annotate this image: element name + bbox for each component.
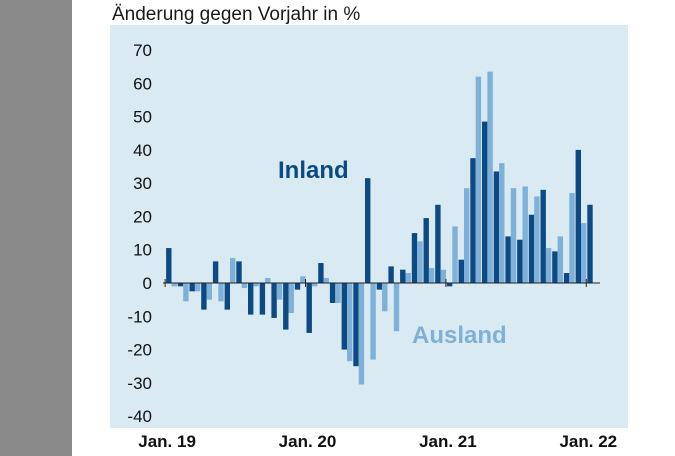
bar-inland	[482, 122, 487, 283]
y-tick-label: -30	[127, 374, 152, 393]
bar-inland	[365, 178, 370, 283]
bar-ausland	[464, 188, 469, 283]
bar-inland	[190, 283, 195, 291]
bar-ausland	[300, 276, 305, 283]
bar-inland	[225, 283, 230, 310]
series-label-ausland: Ausland	[412, 322, 507, 349]
bar-inland	[260, 283, 265, 315]
bar-inland	[564, 273, 569, 283]
bar-inland	[517, 240, 522, 283]
bar-ausland	[230, 258, 235, 283]
bar-inland	[459, 260, 464, 283]
bar-inland	[271, 283, 276, 318]
y-tick-label: 0	[143, 274, 152, 293]
bar-inland	[412, 233, 417, 283]
bar-inland	[166, 248, 171, 283]
x-tick-label: Jan. 19	[138, 432, 196, 451]
bar-ausland	[546, 248, 551, 283]
bar-inland	[330, 283, 335, 303]
bar-inland	[505, 236, 510, 283]
y-tick-label: 10	[133, 241, 152, 260]
bar-ausland	[183, 283, 188, 301]
bar-ausland	[441, 270, 446, 283]
bar-ausland	[265, 278, 270, 283]
bar-inland	[236, 261, 241, 283]
bar-inland	[295, 283, 300, 290]
bar-ausland	[487, 72, 492, 283]
bar-inland	[400, 270, 405, 283]
bar-inland	[353, 283, 358, 366]
bar-inland	[213, 261, 218, 283]
bar-ausland	[335, 283, 340, 303]
y-tick-label: 50	[133, 108, 152, 127]
bar-ausland	[581, 223, 586, 283]
bar-inland	[248, 283, 253, 315]
bar-ausland	[218, 283, 223, 301]
x-tick-label: Jan. 22	[559, 432, 617, 451]
bar-chart: 70 60 50 40 30 20 10 0 -10 -20 -30 -40 Jan. 19 Jan. 2…	[0, 0, 675, 456]
bar-inland	[541, 190, 546, 283]
bar-ausland	[324, 278, 329, 283]
y-tick-label: 60	[133, 74, 152, 93]
series-label-inland: Inland	[278, 157, 349, 184]
bar-ausland	[523, 186, 528, 283]
y-tick-label: 20	[133, 207, 152, 226]
bar-inland	[283, 283, 288, 330]
y-tick-label: 30	[133, 174, 152, 193]
bar-ausland	[417, 241, 422, 283]
bar-inland	[307, 283, 312, 333]
bar-ausland	[476, 77, 481, 283]
bar-inland	[201, 283, 206, 310]
bar-inland	[529, 215, 534, 283]
bar-inland	[318, 263, 323, 283]
bar-ausland	[569, 193, 574, 283]
bar-ausland	[394, 283, 399, 331]
bar-inland	[435, 205, 440, 283]
bar-ausland	[429, 268, 434, 283]
bar-ausland	[558, 236, 563, 283]
bar-ausland	[534, 196, 539, 283]
bar-inland	[388, 266, 393, 283]
bar-ausland	[511, 188, 516, 283]
bar-ausland	[406, 273, 411, 283]
bar-ausland	[195, 283, 200, 291]
y-tick-label: -20	[127, 341, 152, 360]
bar-ausland	[289, 283, 294, 313]
bar-ausland	[452, 226, 457, 283]
bar-inland	[552, 251, 557, 283]
bar-inland	[494, 171, 499, 283]
bar-inland	[377, 283, 382, 290]
bar-inland	[470, 158, 475, 283]
bar-inland	[424, 218, 429, 283]
bar-ausland	[359, 283, 364, 385]
bar-inland	[576, 150, 581, 283]
bar-inland	[587, 205, 592, 283]
x-tick-label: Jan. 20	[279, 432, 337, 451]
y-tick-label: 40	[133, 141, 152, 160]
bar-ausland	[370, 283, 375, 360]
bar-ausland	[382, 283, 387, 311]
bar-ausland	[347, 283, 352, 361]
bar-ausland	[499, 163, 504, 283]
y-tick-label: 70	[133, 41, 152, 60]
bar-inland	[342, 283, 347, 350]
bar-ausland	[242, 283, 247, 288]
bar-ausland	[207, 283, 212, 300]
y-tick-label: -10	[127, 307, 152, 326]
bar-ausland	[277, 283, 282, 300]
x-tick-label: Jan. 21	[419, 432, 477, 451]
y-tick-label: -40	[127, 407, 152, 426]
